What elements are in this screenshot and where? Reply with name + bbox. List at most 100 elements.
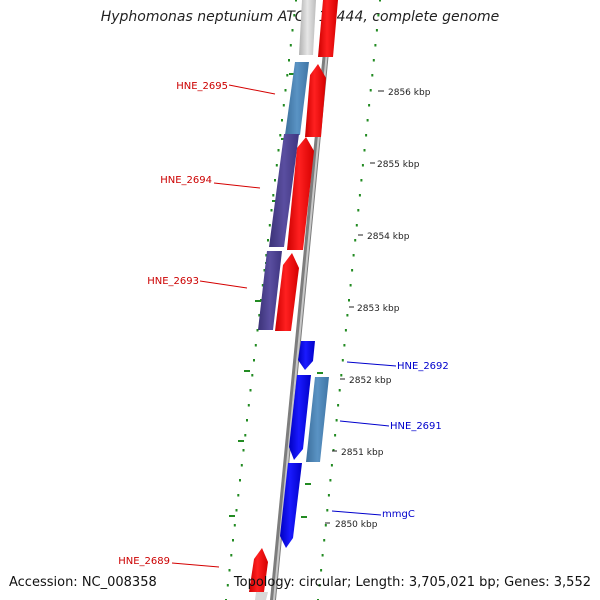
gc-skew-dot xyxy=(267,239,269,242)
gc-skew-dot xyxy=(230,554,233,557)
gc-skew-dot xyxy=(281,119,283,122)
accession-text: Accession: NC_008358 xyxy=(9,575,157,590)
gc-skew-dot xyxy=(358,194,361,197)
gc-skew-dot xyxy=(360,179,363,182)
gc-skew-dot xyxy=(272,194,275,197)
gc-skew-dot xyxy=(369,89,372,92)
gc-skew-dot xyxy=(237,494,240,497)
gc-skew-dot xyxy=(291,29,294,32)
gc-skew-dot xyxy=(363,149,366,152)
gc-skew-dot xyxy=(355,224,358,227)
gc-skew-dot xyxy=(293,14,296,17)
cog-feature-hne-2695 xyxy=(285,62,309,135)
scale-label-2850: 2850 kbp xyxy=(335,520,378,530)
gene-arrow-top xyxy=(318,0,338,57)
gc-skew-dot xyxy=(277,149,280,152)
leader-line-hne-2693 xyxy=(199,280,248,289)
gene-label-hne-2691[interactable]: HNE_2691 xyxy=(390,421,442,432)
leader-line-mmgc xyxy=(331,510,382,516)
gc-skew-dot xyxy=(365,134,368,137)
gc-skew-dot xyxy=(361,164,364,167)
leader-line-hne-2691 xyxy=(339,420,390,427)
gene-label-hne-2694[interactable]: HNE_2694 xyxy=(160,175,212,186)
gc-skew-dot xyxy=(354,239,357,242)
gc-skew-dash xyxy=(272,200,278,202)
cog-feature-top-grey xyxy=(299,0,316,55)
gc-skew-dot xyxy=(335,419,338,422)
leader-line-hne-2694 xyxy=(213,182,261,189)
gc-skew-dash xyxy=(289,73,295,75)
gc-skew-dot xyxy=(371,74,374,77)
leader-line-hne-2689 xyxy=(171,562,220,568)
scale-label-2853: 2853 kbp xyxy=(357,304,400,314)
gene-arrow-hne-2689 xyxy=(249,548,268,592)
scale-ticks xyxy=(325,90,384,524)
gc-skew-dot xyxy=(372,59,375,62)
gc-skew-dot xyxy=(282,104,285,107)
gc-skew-dot xyxy=(340,374,343,377)
gene-arrow-hne-2692 xyxy=(298,341,315,370)
gc-skew-dot xyxy=(254,344,257,347)
scale-label-2851: 2851 kbp xyxy=(341,448,384,458)
gene-label-hne-2689[interactable]: HNE_2689 xyxy=(118,556,170,567)
gc-skew-dot xyxy=(289,44,292,47)
gc-skew-dot xyxy=(368,104,371,107)
scale-label-2855: 2855 kbp xyxy=(377,160,420,170)
gc-skew-dot xyxy=(352,254,355,257)
gc-skew-dot xyxy=(268,224,271,227)
gc-skew-dot xyxy=(239,479,241,482)
gc-skew-dot xyxy=(253,359,255,362)
gc-skew-dot xyxy=(286,74,289,77)
gc-skew-dot xyxy=(244,434,247,437)
gc-skew-dot xyxy=(249,389,252,392)
gc-skew-dot xyxy=(318,584,321,587)
gc-skew-dot xyxy=(242,449,245,452)
gc-skew-dot xyxy=(348,299,350,302)
gc-skew-dot xyxy=(338,389,341,392)
gc-skew-dot xyxy=(344,329,347,332)
gc-skew-dash xyxy=(317,372,323,374)
gc-skew-dot xyxy=(279,134,282,137)
leader-line-hne-2692 xyxy=(346,361,397,367)
gc-skew-dash xyxy=(305,483,311,485)
gc-skew-dot xyxy=(246,419,248,422)
gc-skew-dot xyxy=(375,29,378,32)
gc-skew-dot xyxy=(343,344,346,347)
gc-skew-dot xyxy=(341,359,344,362)
gene-label-hne-2695[interactable]: HNE_2695 xyxy=(176,81,228,92)
gene-arrow-hne-2693 xyxy=(275,253,299,331)
gc-skew-dot xyxy=(256,329,259,332)
cog-feature-hne-2693 xyxy=(258,251,282,330)
gc-skew-dot xyxy=(270,209,273,212)
scale-label-2854: 2854 kbp xyxy=(367,232,410,242)
gc-skew-dot xyxy=(284,89,287,92)
gc-skew-dot xyxy=(295,0,297,2)
gc-skew-dot xyxy=(228,569,231,572)
gc-skew-dash xyxy=(244,370,250,372)
gene-label-mmgc[interactable]: mmgC xyxy=(382,509,415,520)
gc-skew-dot xyxy=(374,44,377,47)
gc-skew-dot xyxy=(323,539,326,542)
gc-skew-dot xyxy=(251,374,254,377)
gc-skew-dot xyxy=(326,509,329,512)
cog-feature-hne-2691 xyxy=(306,377,329,462)
gc-skew-dots xyxy=(225,0,381,600)
gc-skew-dot xyxy=(366,119,369,122)
gc-skew-dot xyxy=(379,0,381,2)
gc-skew-dot xyxy=(320,569,323,572)
genome-title: Hyphomonas neptunium ATCC 15444, complet… xyxy=(100,9,500,25)
gc-skew-dot xyxy=(324,524,327,527)
gc-skew-dot xyxy=(327,494,330,497)
gene-arrow-hne-2695 xyxy=(305,64,326,137)
gc-skew-dot xyxy=(346,314,349,317)
gc-skew-dot xyxy=(235,509,238,512)
scale-label-2852: 2852 kbp xyxy=(349,376,392,386)
leader-line-hne-2695 xyxy=(228,84,276,95)
gene-label-hne-2693[interactable]: HNE_2693 xyxy=(147,276,199,287)
gc-skew-dash xyxy=(229,515,235,517)
gene-arrow-bottom-grey xyxy=(255,592,268,600)
gene-label-hne-2692[interactable]: HNE_2692 xyxy=(397,361,449,372)
gc-skew-dot xyxy=(334,434,337,437)
gc-skew-dot xyxy=(349,284,352,287)
